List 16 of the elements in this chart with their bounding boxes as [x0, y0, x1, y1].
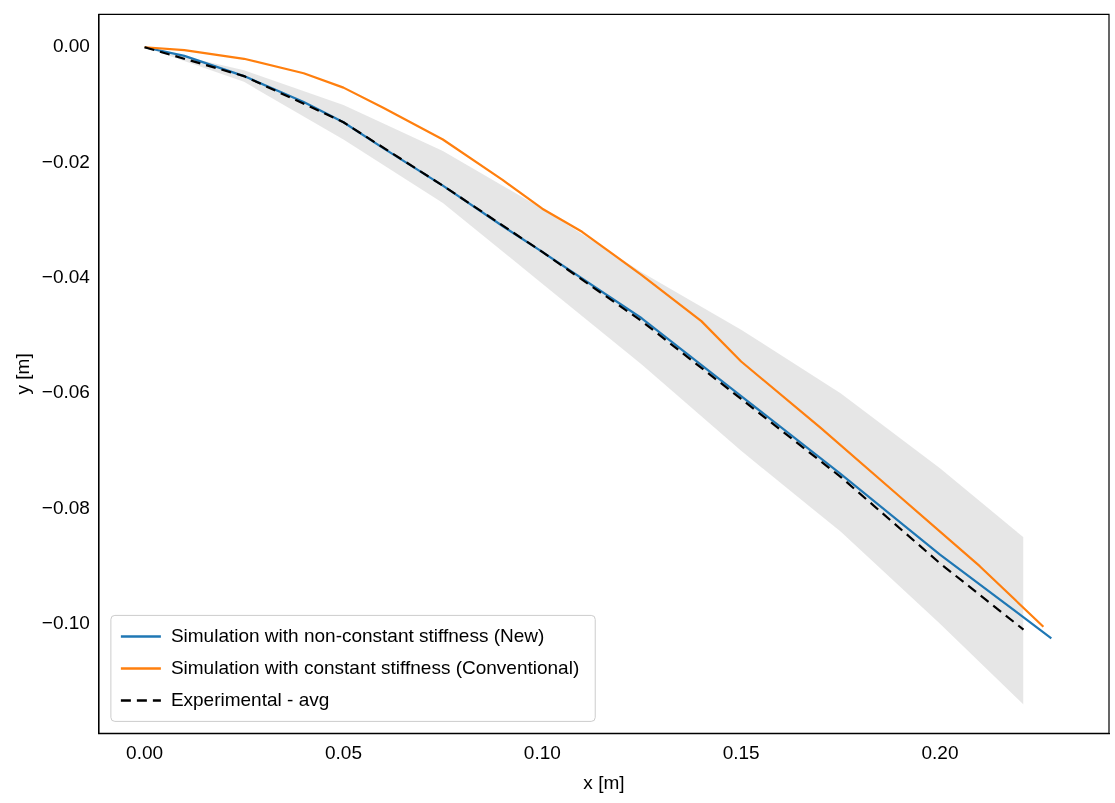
x-tick-label: 0.00 [126, 742, 164, 764]
legend-label: Simulation with constant stiffness (Conventional) [170, 656, 580, 678]
y-tick-label: −0.06 [41, 381, 90, 403]
y-tick-label: −0.04 [41, 266, 91, 288]
legend-label: Experimental - avg [170, 688, 330, 710]
x-tick-label: 0.20 [921, 742, 959, 764]
y-tick-label: −0.10 [41, 612, 90, 634]
y-tick-label: −0.08 [41, 496, 90, 518]
x-axis-title: x [m] [583, 771, 625, 793]
y-tick-label: 0.00 [52, 35, 90, 57]
y-axis-title: y [m] [11, 353, 33, 395]
x-tick-label: 0.10 [523, 742, 561, 764]
x-tick-label: 0.05 [324, 742, 362, 764]
legend-label: Simulation with non-constant stiffness (New) [170, 624, 545, 646]
y-tick-label: −0.02 [41, 150, 90, 172]
x-tick-label: 0.15 [722, 742, 760, 764]
